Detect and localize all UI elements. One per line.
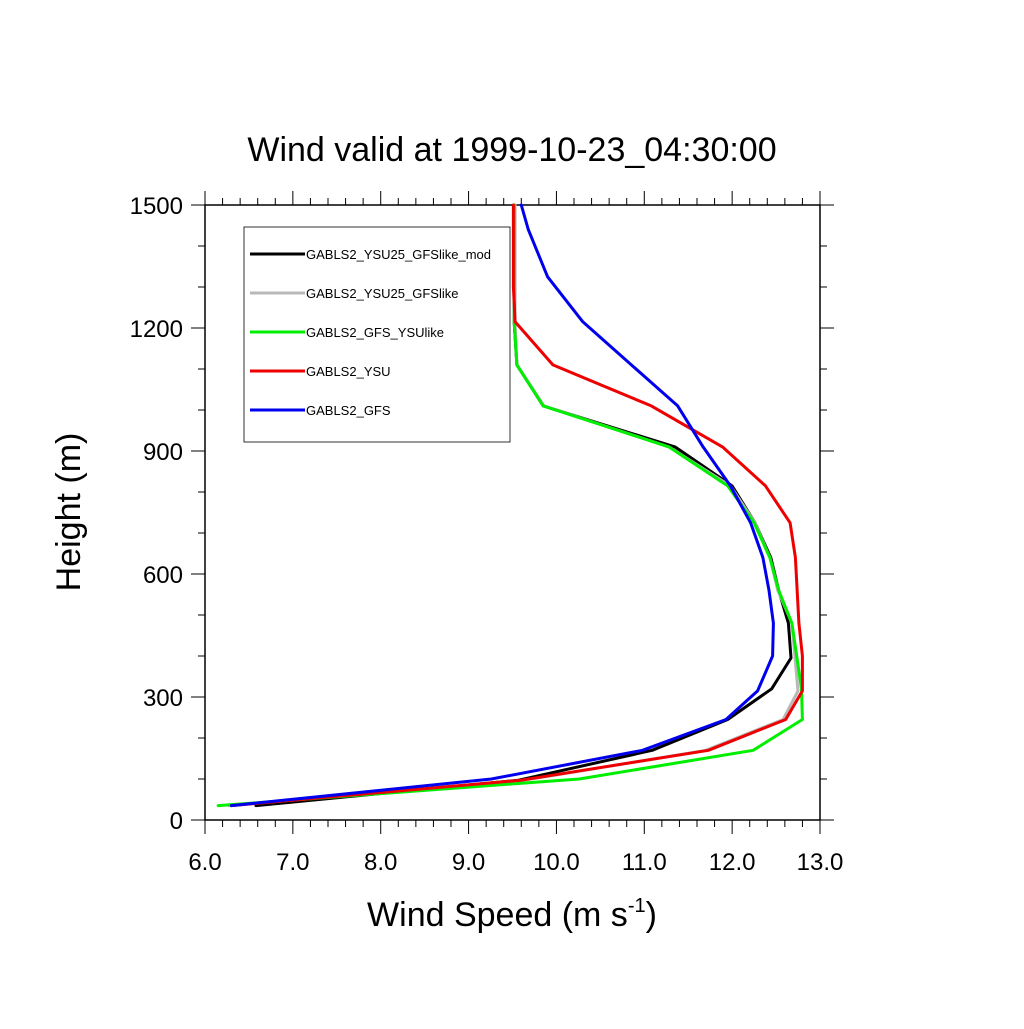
legend-label: GABLS2_YSU: [306, 364, 391, 379]
series-line-gabls2-ysu: [229, 203, 804, 808]
legend-label: GABLS2_YSU25_GFSlike_mod: [306, 247, 491, 262]
y-tick-label: 1500: [130, 193, 183, 220]
x-axis-label-superscript: -1: [628, 895, 646, 917]
y-tick-label: 600: [143, 562, 183, 589]
legend-label: GABLS2_GFS: [306, 403, 391, 418]
legend-label: GABLS2_GFS_YSUlike: [306, 325, 444, 340]
ticks-layer: [191, 191, 834, 834]
legend: GABLS2_YSU25_GFSlike_mod GABLS2_YSU25_GFS…: [243, 226, 511, 443]
chart-title: Wind valid at 1999-10-23_04:30:00: [247, 131, 776, 169]
series-line-gabls2-gfs: [229, 203, 775, 808]
y-tick-label: 1200: [130, 316, 183, 343]
y-tick-labels: 0 300 600 900 1200 1500: [130, 193, 183, 835]
legend-label: GABLS2_YSU25_GFSlike: [306, 286, 458, 301]
y-tick-label: 0: [170, 808, 183, 835]
x-tick-label: 6.0: [188, 849, 221, 876]
y-axis-label: Height (m): [50, 433, 88, 592]
x-axis-label-suffix: ): [646, 896, 657, 934]
series-lines: [216, 203, 804, 808]
x-tick-label: 11.0: [622, 849, 667, 876]
legend-items: GABLS2_YSU25_GFSlike_mod GABLS2_YSU25_GFS…: [250, 247, 491, 418]
y-tick-label: 900: [143, 439, 183, 466]
x-tick-labels: 6.0 7.0 8.0 9.0 10.0 11.0 12.0 13.0: [188, 849, 843, 876]
series-line-gabls2-gfs-ysulike: [216, 203, 804, 808]
x-tick-label: 7.0: [276, 849, 309, 876]
legend-box: [243, 226, 511, 443]
x-axis-label: Wind Speed (m s-1): [367, 895, 657, 934]
x-tick-label: 13.0: [797, 849, 844, 876]
x-tick-label: 9.0: [452, 849, 485, 876]
y-tick-label: 300: [143, 685, 183, 712]
x-axis-label-main: Wind Speed (m s: [367, 896, 628, 934]
x-tick-label: 12.0: [709, 849, 756, 876]
x-tick-label: 8.0: [364, 849, 397, 876]
x-tick-label: 10.0: [533, 849, 580, 876]
